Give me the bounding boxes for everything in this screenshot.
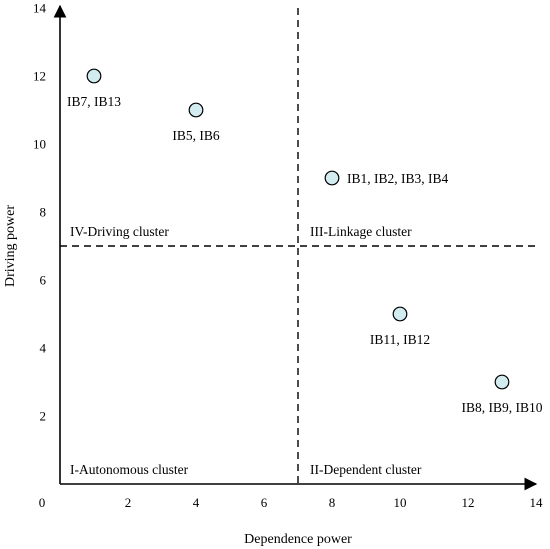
y-tick-label: 2 bbox=[40, 409, 47, 424]
data-point bbox=[86, 68, 102, 84]
y-tick-label: 8 bbox=[40, 205, 47, 220]
data-points bbox=[86, 68, 510, 390]
point-label: IB5, IB6 bbox=[172, 128, 220, 143]
data-point bbox=[188, 102, 204, 118]
quadrant-dividers bbox=[60, 8, 536, 484]
quadrant-label-linkage: III-Linkage cluster bbox=[310, 224, 412, 239]
x-axis-title: Dependence power bbox=[244, 532, 352, 547]
point-label: IB8, IB9, IB10 bbox=[462, 400, 543, 415]
data-point bbox=[324, 170, 340, 186]
x-tick-label: 2 bbox=[125, 495, 132, 510]
quadrant-labels: IV-Driving cluster III-Linkage cluster I-A… bbox=[70, 224, 422, 477]
x-tick-label: 10 bbox=[394, 495, 407, 510]
x-tick-label: 6 bbox=[261, 495, 268, 510]
point-label: IB7, IB13 bbox=[67, 94, 121, 109]
x-tick-label: 12 bbox=[462, 495, 475, 510]
y-axis-title: Driving power bbox=[3, 205, 18, 287]
point-labels: IB7, IB13 IB5, IB6 IB1, IB2, IB3, IB4 IB11,… bbox=[67, 94, 543, 415]
ticks: 0 2 4 6 8 10 12 14 2 4 6 8 10 12 14 bbox=[33, 1, 543, 511]
point-label: IB11, IB12 bbox=[370, 332, 430, 347]
y-tick-label: 6 bbox=[40, 273, 47, 288]
y-tick-label: 10 bbox=[33, 137, 46, 152]
y-tick-label: 14 bbox=[33, 1, 47, 16]
data-point bbox=[494, 374, 510, 390]
x-tick-label: 4 bbox=[193, 495, 200, 510]
point-label: IB1, IB2, IB3, IB4 bbox=[347, 171, 449, 186]
origin-tick-label: 0 bbox=[39, 495, 46, 510]
quadrant-label-autonomous: I-Autonomous cluster bbox=[70, 462, 189, 477]
quadrant-label-dependent: II-Dependent cluster bbox=[310, 462, 422, 477]
quadrant-label-driving: IV-Driving cluster bbox=[70, 224, 169, 239]
data-point bbox=[392, 306, 408, 322]
x-tick-label: 8 bbox=[329, 495, 336, 510]
x-tick-label: 14 bbox=[530, 495, 544, 510]
axes bbox=[53, 4, 538, 491]
y-tick-label: 4 bbox=[40, 341, 47, 356]
y-tick-label: 12 bbox=[33, 69, 46, 84]
